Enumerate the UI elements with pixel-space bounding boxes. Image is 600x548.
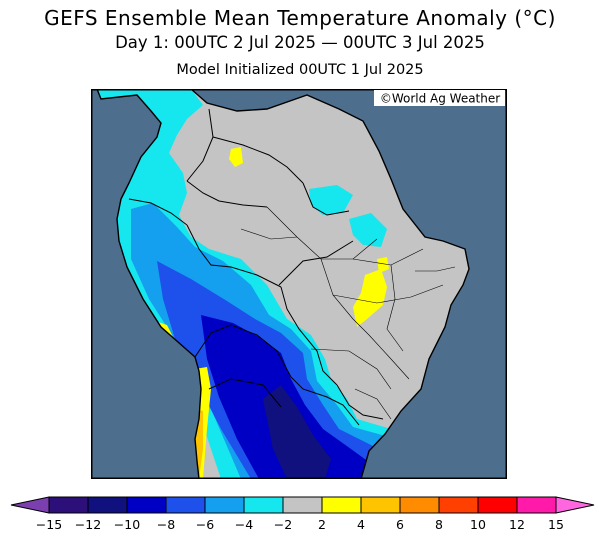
legend-tick-label: −10 [114,517,140,532]
legend-swatch [204,496,245,514]
legend-swatch [126,496,167,514]
legend-over-arrow [555,496,595,514]
map-frame [91,89,507,479]
legend-tick-label: −6 [196,517,214,532]
anomaly-fields [97,89,421,479]
model-init-time: Model Initialized 00UTC 1 Jul 2025 [176,62,424,78]
legend-tick-label: 4 [357,517,365,532]
legend-tick-label: −4 [235,517,253,532]
legend-tick-label: −8 [157,517,175,532]
legend-swatch [87,496,128,514]
state-borders [240,206,456,420]
legend-swatch [243,496,284,514]
legend-swatch [321,496,362,514]
legend-tick-label: 10 [470,517,486,532]
map-title: GEFS Ensemble Mean Temperature Anomaly (… [44,6,556,30]
anomaly-map: ©World Ag Weather [91,89,507,479]
color-legend: −15 −12 −10 −8 −6 −4 −2 2 4 6 8 10 12 15 [10,496,595,532]
legend-swatch [165,496,206,514]
legend-tick-label: −15 [36,517,62,532]
anomaly-yellow-tocantins [377,257,389,273]
legend-swatch [438,496,479,514]
credit-box [374,90,505,106]
legend-tick-label: 15 [548,517,564,532]
legend-bar [10,496,595,514]
anomaly-yellow-bahia [353,269,387,327]
anomaly-cyan-amapa [349,213,387,247]
legend-tick-label: 12 [509,517,525,532]
legend-tick-label: −2 [274,517,292,532]
legend-tick-label: 6 [396,517,404,532]
legend-swatch [48,496,89,514]
country-borders [128,108,384,426]
legend-tick-label: 2 [318,517,326,532]
anomaly-navy [263,385,331,479]
credit-label: ©World Ag Weather [380,92,500,106]
anomaly-cyan-caribbean [151,95,187,123]
anomaly-cyan-guiana [309,185,353,215]
legend-swatch [516,496,557,514]
anomaly-cyan-north [97,89,421,479]
legend-tick-label: −12 [75,517,101,532]
valid-period: Day 1: 00UTC 2 Jul 2025 — 00UTC 3 Jul 20… [115,33,485,52]
legend-swatch [399,496,440,514]
legend-swatch [477,496,518,514]
legend-swatch [360,496,401,514]
legend-ticks: −15 −12 −10 −8 −6 −4 −2 2 4 6 8 10 12 15 [36,517,564,532]
legend-under-arrow [10,496,50,514]
anomaly-yellow-venezuela [229,147,243,167]
legend-tick-label: 8 [435,517,443,532]
legend-swatch [282,496,323,514]
